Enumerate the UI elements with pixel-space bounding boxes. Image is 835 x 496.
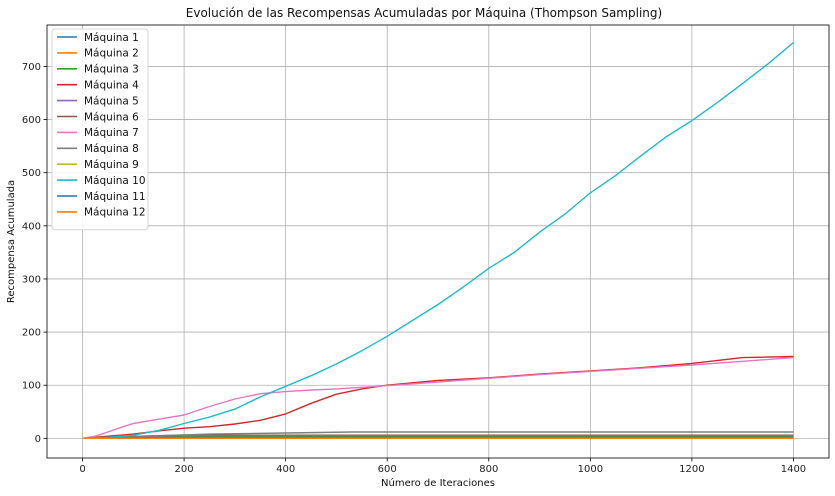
- legend-entry: Máquina 3: [84, 64, 139, 76]
- legend-entry: Máquina 5: [84, 95, 139, 107]
- legend-entry: Máquina 10: [84, 175, 146, 187]
- legend-entry: Máquina 8: [84, 143, 139, 155]
- legend-entry: Máquina 2: [84, 48, 139, 60]
- axis-ticks: 0 200 400 600 800 1000 1200 1400 0 100 200 300 400 50…: [22, 62, 806, 475]
- chart-title: Evolución de las Recompensas Acumuladas …: [186, 6, 662, 20]
- legend-entry: Máquina 11: [84, 191, 146, 203]
- series-line-maquina-4: [82, 355, 794, 439]
- grid: [47, 25, 829, 458]
- x-tick-label: 200: [175, 464, 194, 475]
- y-tick-label: 600: [22, 115, 41, 126]
- series-line-maquina-7: [82, 356, 794, 439]
- legend-entry: Máquina 4: [84, 80, 139, 92]
- x-tick-label: 1400: [781, 464, 806, 475]
- y-tick-label: 500: [22, 168, 41, 179]
- legend-entry: Máquina 12: [84, 207, 146, 219]
- series-line-maquina-10: [82, 41, 794, 439]
- legend-entry: Máquina 9: [84, 159, 139, 171]
- y-tick-label: 200: [22, 328, 41, 339]
- x-tick-label: 400: [276, 464, 295, 475]
- x-tick-label: 0: [79, 464, 85, 475]
- y-tick-label: 0: [35, 434, 41, 445]
- y-tick-label: 100: [22, 381, 41, 392]
- x-tick-label: 1200: [679, 464, 704, 475]
- plot-frame: [46, 24, 830, 459]
- legend-entry: Máquina 6: [84, 111, 139, 123]
- legend-entry: Máquina 1: [84, 32, 139, 44]
- y-tick-label: 700: [22, 62, 41, 73]
- legend-entry: Máquina 7: [84, 127, 139, 139]
- x-tick-label: 800: [479, 464, 498, 475]
- x-tick-label: 1000: [578, 464, 603, 475]
- x-tick-label: 600: [378, 464, 397, 475]
- y-tick-label: 300: [22, 274, 41, 285]
- series-lines: [82, 41, 794, 439]
- y-tick-label: 400: [22, 221, 41, 232]
- legend: Máquina 1 Máquina 2 Máquina 3 Máquina 4 Máqu…: [51, 28, 149, 231]
- x-axis-label: Número de Iteraciones: [381, 477, 495, 489]
- y-axis-label: Recompensa Acumulada: [6, 180, 17, 303]
